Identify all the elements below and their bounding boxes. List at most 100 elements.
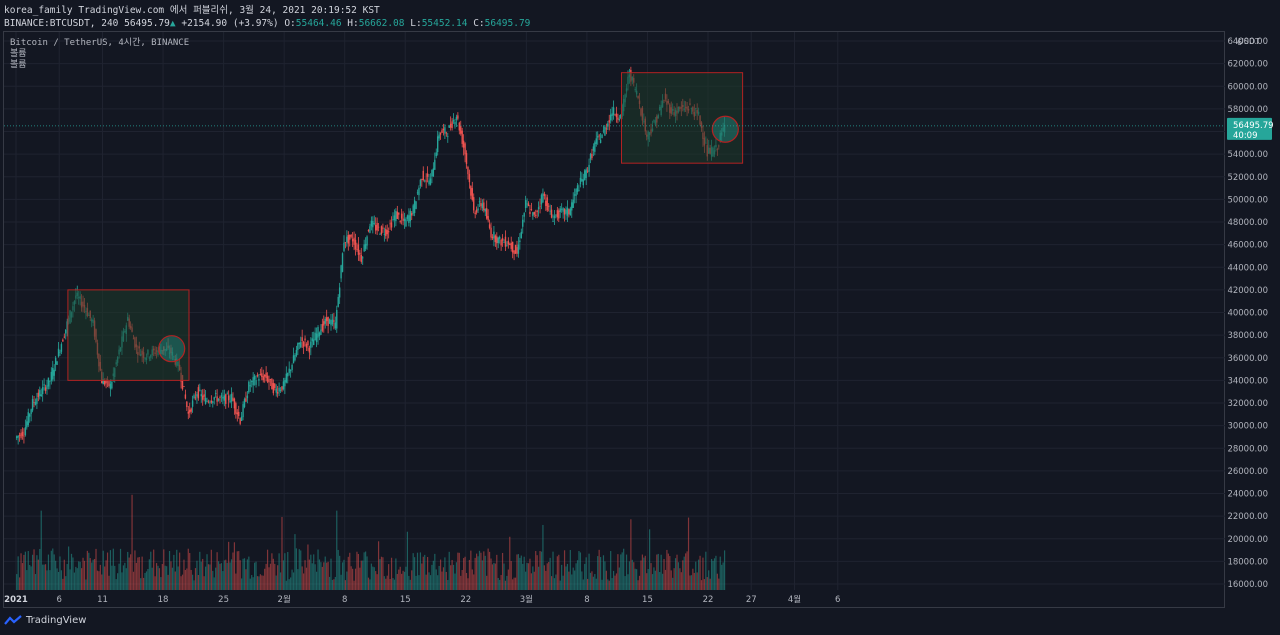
volume-bar <box>460 575 462 590</box>
candle-body <box>233 398 236 409</box>
candle-body <box>105 379 107 384</box>
candle-body <box>338 287 341 298</box>
volume-bar <box>457 552 459 590</box>
volume-bar <box>367 577 370 590</box>
candle-body <box>504 236 507 247</box>
volume-bar <box>599 557 602 590</box>
y-tick-label: 52000.00 <box>1227 173 1268 183</box>
volume-bar <box>553 578 556 590</box>
candle-body <box>18 434 21 436</box>
candle-body <box>235 403 237 414</box>
volume-bar <box>529 558 531 590</box>
candle-body <box>607 123 609 127</box>
chart-header: korea_family TradingView.com 에서 퍼블리쉬, 3월… <box>4 4 530 30</box>
ohlc-line: BINANCE:BTCUSDT, 240 56495.79▲ +2154.90 … <box>4 17 530 30</box>
volume-bar <box>174 571 176 590</box>
candle-body <box>543 193 546 196</box>
volume-bar <box>674 558 677 590</box>
legend-volume-1[interactable]: 볼륨 <box>10 49 27 59</box>
volume-bar <box>442 567 445 590</box>
volume-bar <box>230 559 233 590</box>
volume-bar <box>719 556 721 590</box>
candle-body <box>490 227 492 238</box>
candle-body <box>305 344 308 348</box>
legend-volume-2[interactable]: 볼륨 <box>10 60 27 70</box>
candle-body <box>354 239 357 250</box>
candle-body <box>285 373 288 383</box>
volume-bar <box>52 548 54 590</box>
candle-body <box>232 397 234 401</box>
candle-body <box>374 224 377 231</box>
candle-body <box>451 121 453 129</box>
candle-body <box>189 409 191 413</box>
candle-body <box>494 235 497 243</box>
volume-bar <box>522 563 524 590</box>
volume-bar <box>242 558 244 590</box>
volume-bar <box>199 551 201 590</box>
volume-bar <box>569 550 571 590</box>
volume-bar <box>132 571 135 590</box>
volume-bar <box>106 552 109 590</box>
candle-body <box>223 395 226 401</box>
volume-bar <box>114 565 116 590</box>
candle-body <box>314 332 316 341</box>
tradingview-logo[interactable]: TradingView <box>4 615 86 626</box>
volume-bar <box>326 562 328 590</box>
volume-bar <box>624 576 626 590</box>
candle-body <box>24 427 27 436</box>
candle-body <box>477 208 479 211</box>
volume-bar <box>291 569 293 590</box>
candle-body <box>302 341 305 347</box>
volume-bar <box>127 551 129 590</box>
candle-body <box>523 213 525 217</box>
volume-bar <box>395 558 397 590</box>
candle-body <box>220 395 223 397</box>
candle-body <box>400 213 403 219</box>
volume-bar <box>638 575 641 590</box>
volume-bar <box>428 572 430 590</box>
volume-bar <box>532 566 534 590</box>
candle-body <box>263 374 266 377</box>
volume-bar <box>253 562 256 590</box>
candle-body <box>509 244 511 246</box>
volume-bar <box>696 572 698 590</box>
candle-body <box>291 364 293 370</box>
volume-bar <box>209 564 211 590</box>
candle-body <box>66 321 68 330</box>
candle-body <box>366 236 368 246</box>
x-tick-label: 15 <box>400 595 411 605</box>
volume-bar <box>519 557 521 590</box>
x-tick-label: 6 <box>835 595 840 605</box>
candle-body <box>445 132 448 134</box>
candle-body <box>536 210 538 213</box>
volume-bar <box>320 562 322 590</box>
candle-body <box>530 209 533 210</box>
volume-bar <box>721 564 723 590</box>
volume-bar <box>481 560 483 590</box>
candle-body <box>501 237 504 241</box>
candle-body <box>605 128 608 130</box>
candle-body <box>304 338 306 341</box>
legend-title[interactable]: Bitcoin / TetherUS, 4시간, BINANCE <box>10 38 190 48</box>
volume-bar <box>134 550 136 590</box>
volume-bar <box>233 542 236 590</box>
volume-bar <box>379 559 381 590</box>
volume-bar <box>380 556 383 590</box>
candle-body <box>252 377 254 386</box>
volume-bar <box>373 567 375 590</box>
volume-bar <box>437 575 439 590</box>
y-tick-label: 48000.00 <box>1227 218 1268 228</box>
candle-body <box>510 242 512 249</box>
volume-bar <box>321 566 323 590</box>
volume-bar <box>117 573 119 590</box>
volume-bar <box>612 570 615 590</box>
volume-bar <box>245 569 247 590</box>
volume-bar <box>685 553 687 590</box>
volume-bar <box>128 557 130 590</box>
candle-body <box>542 193 544 203</box>
volume-bar <box>108 575 110 590</box>
candle-body <box>471 188 473 200</box>
volume-bar <box>414 557 416 590</box>
volume-bar <box>633 562 635 590</box>
